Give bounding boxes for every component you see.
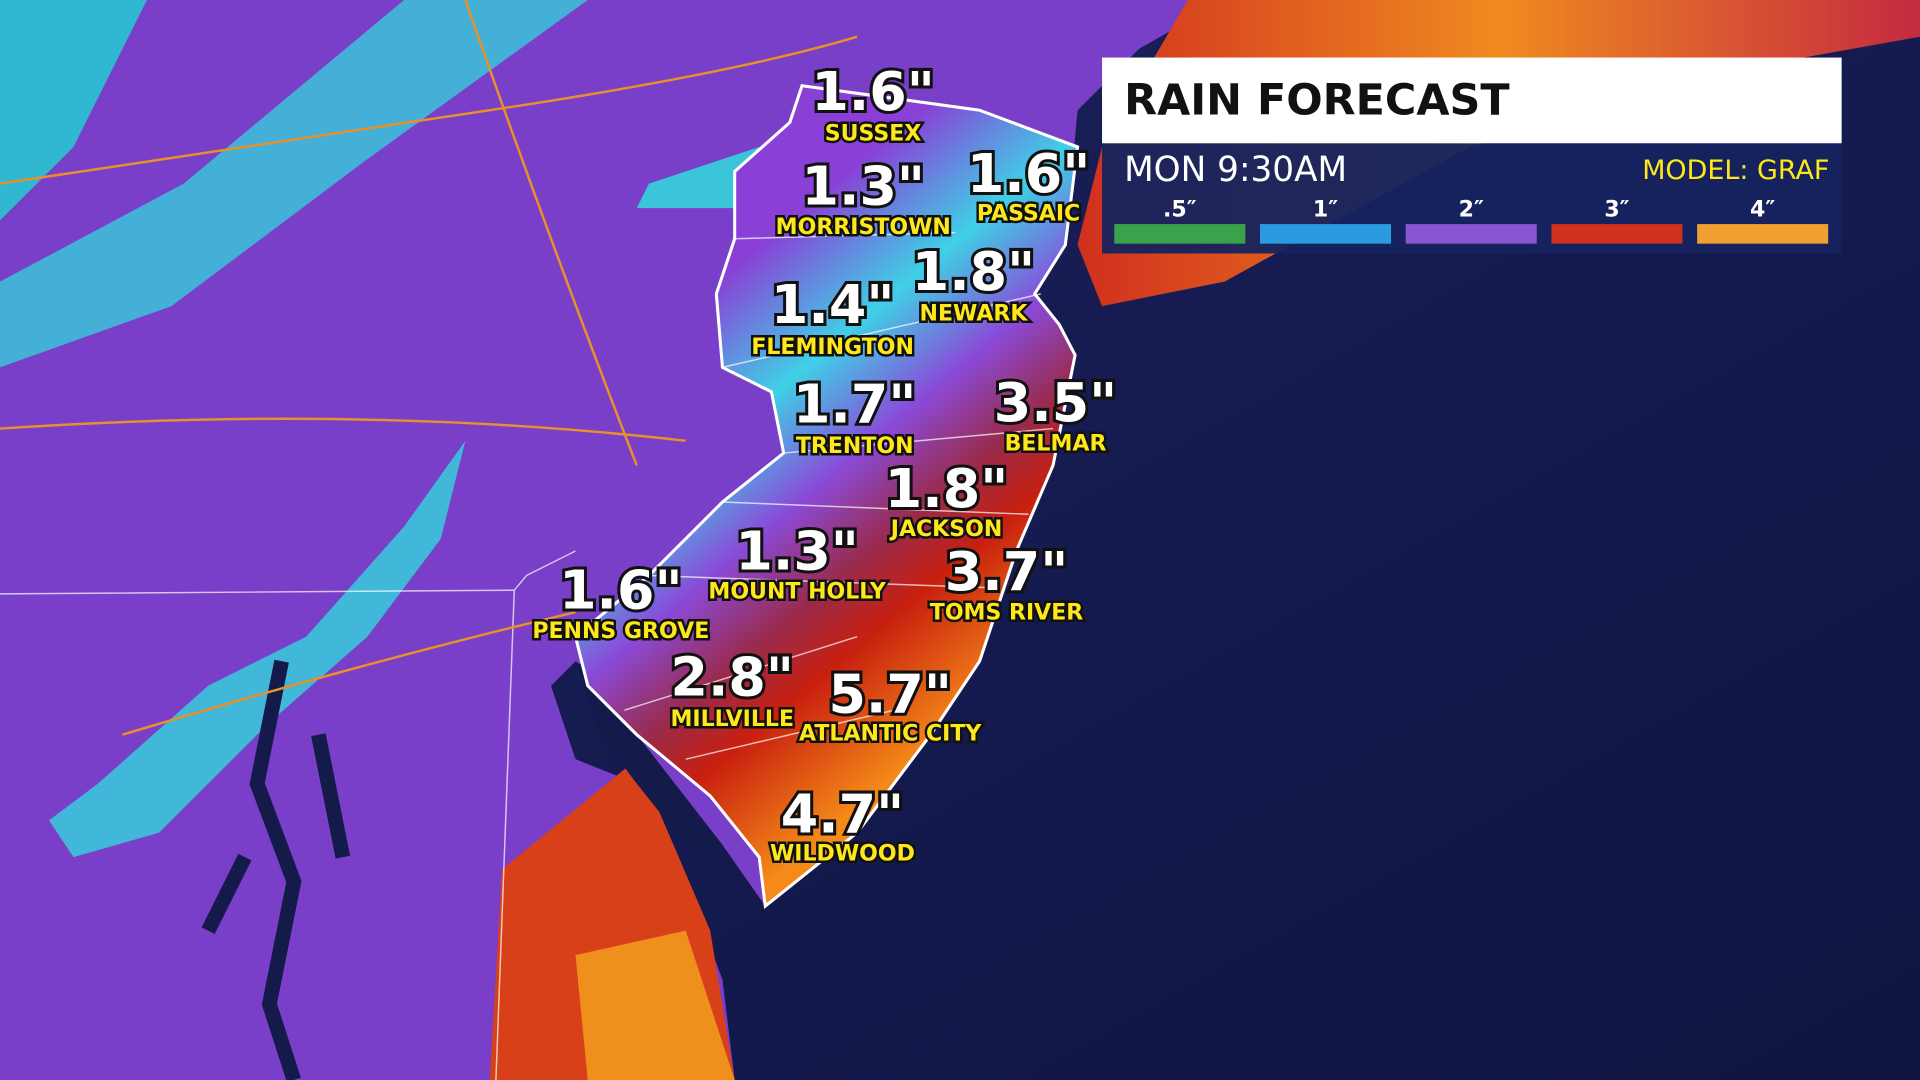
highways — [0, 0, 858, 736]
rain-amount: 1.3" — [735, 519, 858, 582]
rain-amount: 3.7" — [945, 540, 1068, 603]
rain-amount: 3.5" — [994, 371, 1117, 434]
rain-amount: 1.3" — [802, 154, 925, 217]
legend-label: 2″ — [1459, 198, 1484, 223]
legend-swatch — [1114, 224, 1246, 244]
rain-band — [0, 0, 588, 368]
legend-label: 4″ — [1750, 198, 1775, 223]
city-name: TOMS RIVER — [930, 600, 1083, 625]
city-name: TRENTON — [796, 434, 914, 459]
city-labels: 1.6"SUSSEX1.3"MORRISTOWN1.6"PASSAIC1.8"N… — [530, 57, 1120, 869]
model: MODEL: GRAF — [1642, 155, 1829, 186]
legend-label: 1″ — [1313, 198, 1338, 223]
rain-amount: 2.8" — [671, 645, 794, 708]
legend-label: 3″ — [1604, 198, 1629, 223]
boundaries — [0, 231, 1054, 1080]
chesapeake-bay — [201, 659, 351, 1080]
city-name: WILDWOOD — [770, 842, 915, 867]
city-name: PASSAIC — [977, 201, 1080, 226]
legend-label: .5″ — [1163, 198, 1197, 223]
legend-swatch — [1405, 224, 1537, 244]
rain-amount: 1.8" — [885, 457, 1008, 520]
city-name: FLEMINGTON — [751, 335, 914, 360]
city-name: MOUNT HOLLY — [708, 580, 886, 605]
rain-band — [0, 0, 147, 221]
rain-amount: 1.8" — [912, 240, 1035, 303]
city-name: BELMAR — [1005, 431, 1107, 456]
legend-swatch — [1697, 224, 1829, 244]
title-box — [1102, 57, 1842, 144]
legend-swatch — [1551, 224, 1683, 244]
rain-amount: 1.7" — [793, 372, 916, 435]
city-name: PENNS GROVE — [532, 619, 709, 644]
title: RAIN FORECAST — [1124, 75, 1509, 125]
rain-band — [636, 146, 760, 209]
city-name: MILLVILLE — [670, 707, 794, 732]
rain-amount: 1.6" — [811, 60, 934, 123]
rain-amount: 1.4" — [771, 273, 894, 336]
forecast-panel: RAIN FORECAST MON 9:30AM MODEL: GRAF .5″… — [1102, 57, 1842, 254]
city-name: NEWARK — [920, 302, 1029, 327]
legend-swatch — [1260, 224, 1392, 244]
heavy-rain-area — [575, 930, 735, 1080]
rain-band — [48, 440, 466, 858]
rain-amount: 1.6" — [559, 559, 682, 622]
city-name: MORRISTOWN — [776, 215, 951, 240]
city-name: JACKSON — [889, 517, 1003, 542]
time: MON 9:30AM — [1124, 150, 1347, 190]
legend: .5″ 1″ 2″ 3″ 4″ — [1114, 198, 1829, 244]
city-name: SUSSEX — [825, 122, 922, 147]
rain-amount: 4.7" — [781, 783, 904, 846]
rain-amount: 1.6" — [967, 142, 1090, 205]
new-jersey — [573, 84, 1080, 910]
city-name: ATLANTIC CITY — [799, 722, 982, 747]
rain-amount: 5.7" — [828, 663, 951, 726]
